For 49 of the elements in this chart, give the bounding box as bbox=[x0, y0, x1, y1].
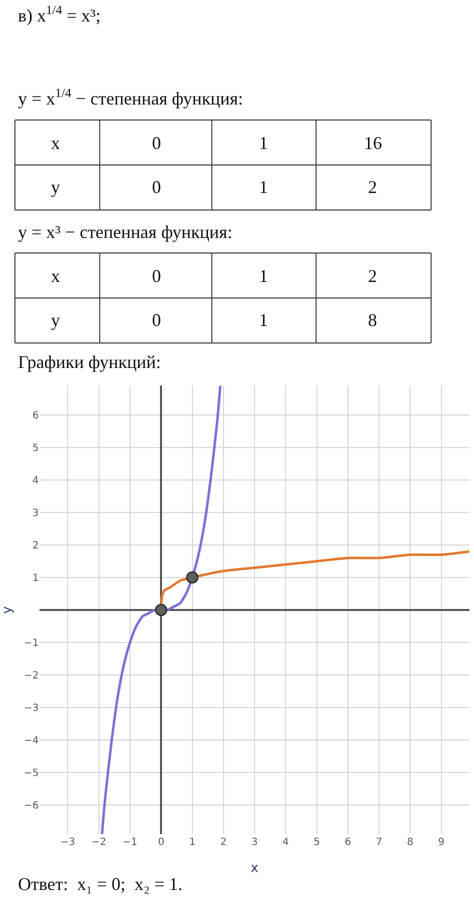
x-tick-label: 4 bbox=[282, 837, 289, 848]
x-tick-label: 1 bbox=[189, 837, 196, 848]
x-tick-label: 8 bbox=[407, 837, 414, 848]
text: 2 bbox=[368, 266, 377, 286]
text: y = x³ − степенная функция: bbox=[18, 222, 232, 242]
y-tick-label: −5 bbox=[24, 768, 39, 779]
text: 0 bbox=[152, 133, 161, 153]
x-tick-label: −2 bbox=[92, 837, 106, 848]
x-tick-label: −3 bbox=[60, 837, 76, 848]
x-tick-label: 0 bbox=[158, 837, 164, 848]
y-tick-label: −6 bbox=[24, 800, 39, 812]
text: y bbox=[51, 177, 60, 197]
y-tick-label: 6 bbox=[32, 410, 39, 422]
y-axis-title: y bbox=[0, 606, 15, 614]
y-tick-label: 5 bbox=[32, 442, 39, 454]
y-tick-label: −2 bbox=[24, 670, 39, 682]
text: y bbox=[51, 310, 60, 330]
y-tick-label: −3 bbox=[24, 702, 39, 714]
text: 1 bbox=[259, 177, 268, 197]
y-tick-label: 2 bbox=[32, 540, 39, 552]
text: x bbox=[51, 266, 60, 286]
x-tick-label: 7 bbox=[376, 837, 382, 848]
text: 1 bbox=[259, 133, 268, 153]
text: 0 bbox=[152, 310, 161, 330]
x-tick-label: 2 bbox=[220, 837, 227, 848]
text: 8 bbox=[368, 310, 377, 330]
text: в) x$^{1/4}$ = x³; bbox=[18, 3, 101, 26]
y-tick-label: −1 bbox=[24, 638, 39, 649]
text: y = x$^{1/4}$ − степенная функция: bbox=[18, 86, 244, 109]
x-tick-label: 9 bbox=[438, 837, 445, 848]
text: x bbox=[51, 133, 60, 153]
y-tick-label: 1 bbox=[32, 572, 39, 584]
x-tick-label: 6 bbox=[344, 837, 352, 848]
line-series bbox=[100, 386, 222, 834]
text: 1 bbox=[259, 266, 268, 286]
x-tick-label: −1 bbox=[122, 837, 138, 848]
y-tick-label: 3 bbox=[32, 508, 39, 519]
y-tick-label: −4 bbox=[24, 735, 39, 746]
text: 1 bbox=[259, 310, 268, 330]
text: 0 bbox=[152, 177, 161, 197]
text: Графики функций: bbox=[18, 352, 161, 372]
text: 2 bbox=[368, 177, 377, 197]
x-axis-title: x bbox=[250, 860, 259, 876]
x-tick-label: 5 bbox=[314, 837, 320, 848]
x-tick-label: 3 bbox=[251, 837, 258, 848]
text: 0 bbox=[152, 266, 161, 286]
text: 16 bbox=[364, 133, 382, 153]
y-tick-label: 4 bbox=[32, 475, 39, 486]
text: Ответ: x₁ = 0; x₂ = 1. bbox=[18, 874, 182, 894]
